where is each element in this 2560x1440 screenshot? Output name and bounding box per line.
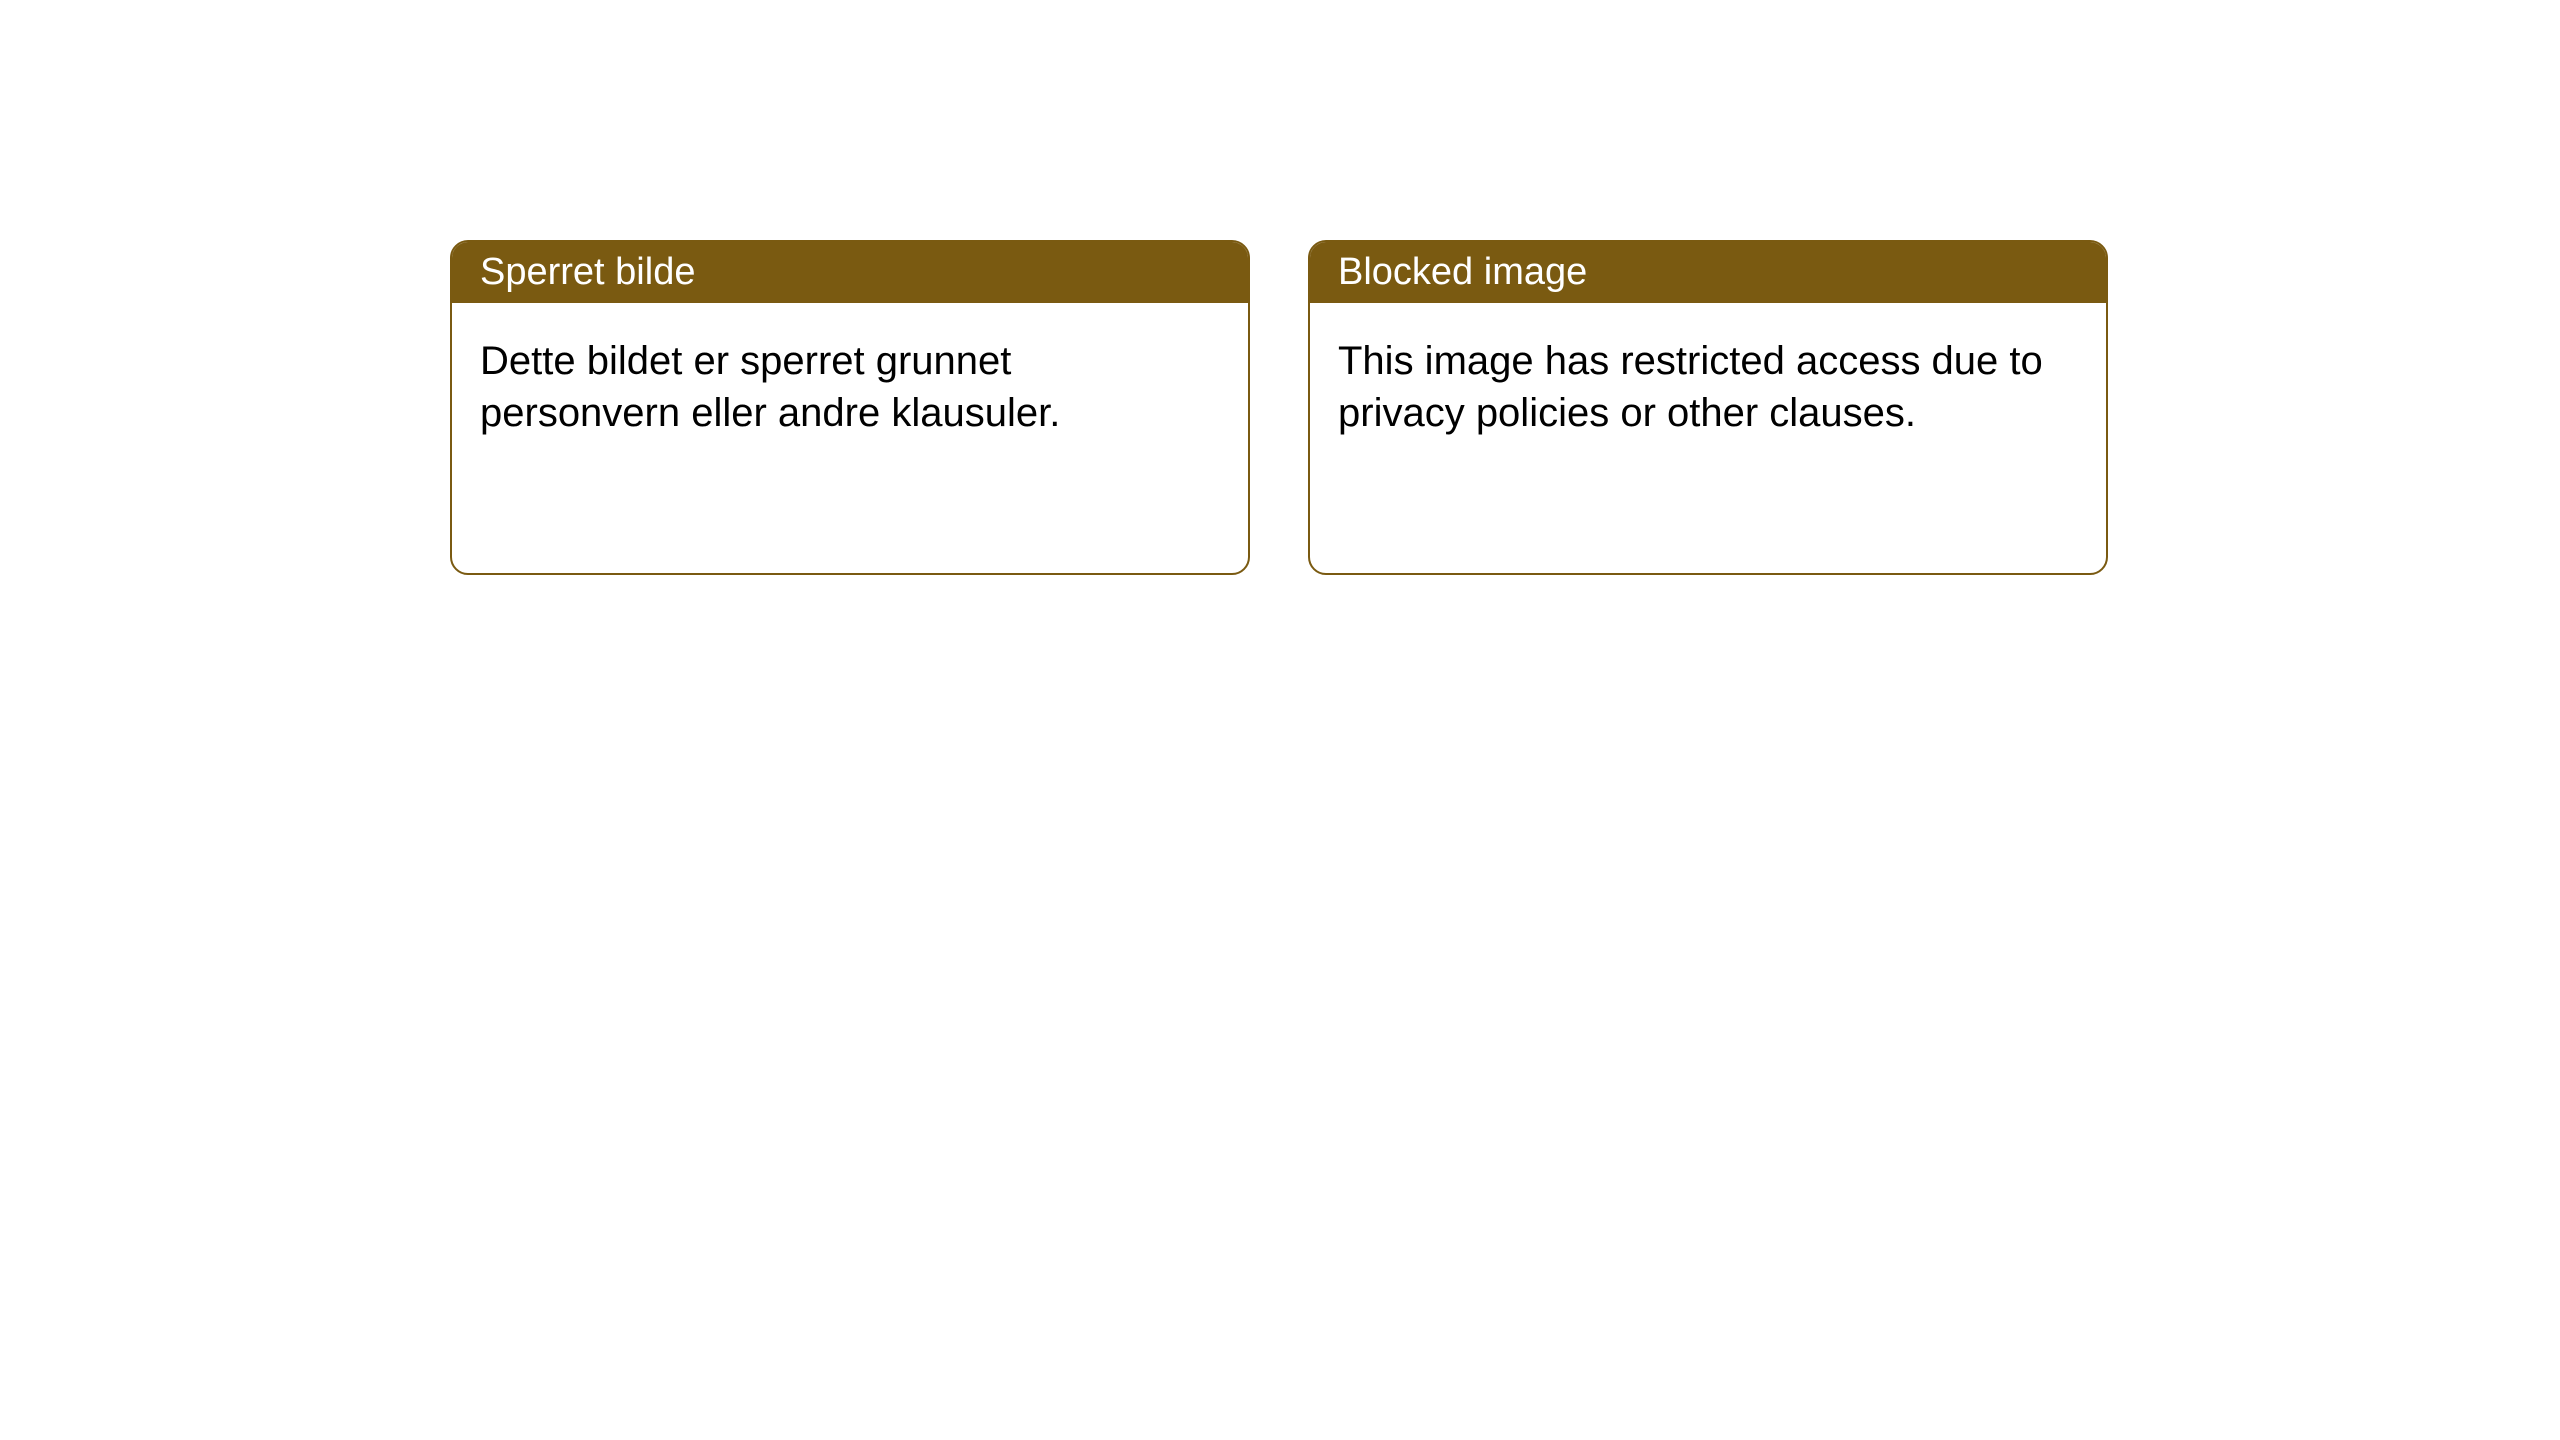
blocked-image-cards: Sperret bilde Dette bildet er sperret gr… <box>450 240 2560 575</box>
blocked-card-norwegian: Sperret bilde Dette bildet er sperret gr… <box>450 240 1250 575</box>
card-header-norwegian: Sperret bilde <box>452 242 1248 303</box>
blocked-card-english: Blocked image This image has restricted … <box>1308 240 2108 575</box>
card-header-english: Blocked image <box>1310 242 2106 303</box>
card-body-english: This image has restricted access due to … <box>1310 303 2106 471</box>
card-body-norwegian: Dette bildet er sperret grunnet personve… <box>452 303 1248 471</box>
